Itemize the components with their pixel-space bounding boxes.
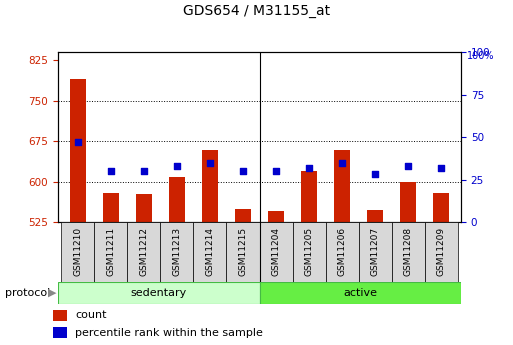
Text: GSM11207: GSM11207	[370, 227, 380, 276]
Bar	[226, 222, 260, 282]
Bar	[161, 222, 193, 282]
Bar	[260, 282, 461, 304]
Point	[239, 168, 247, 174]
Text: GSM11213: GSM11213	[172, 227, 182, 276]
Bar	[326, 222, 359, 282]
Text: protocol: protocol	[5, 288, 50, 298]
Bar	[53, 327, 67, 338]
Text: GSM11209: GSM11209	[437, 227, 446, 276]
Bar	[367, 209, 383, 222]
Bar	[61, 222, 94, 282]
Bar	[301, 171, 318, 222]
Bar	[103, 194, 119, 222]
Text: GSM11204: GSM11204	[271, 227, 281, 276]
Text: active: active	[343, 288, 377, 298]
Text: GSM11206: GSM11206	[338, 227, 347, 276]
Bar	[268, 211, 284, 222]
Text: GDS654 / M31155_at: GDS654 / M31155_at	[183, 4, 330, 18]
Bar	[260, 222, 292, 282]
Bar	[359, 222, 391, 282]
Point	[206, 160, 214, 165]
Bar	[334, 150, 350, 222]
Point	[305, 165, 313, 170]
Bar	[235, 208, 251, 222]
Point	[371, 172, 379, 177]
Bar	[53, 309, 67, 321]
Text: count: count	[75, 310, 107, 320]
Bar	[135, 194, 152, 222]
Bar	[58, 282, 260, 304]
Text: ▶: ▶	[48, 288, 56, 298]
Text: 100%: 100%	[466, 51, 494, 61]
Point	[404, 163, 412, 169]
Text: GSM11215: GSM11215	[239, 227, 247, 276]
Point	[338, 160, 346, 165]
Text: GSM11212: GSM11212	[140, 227, 148, 276]
Text: sedentary: sedentary	[131, 288, 187, 298]
Bar	[193, 222, 226, 282]
Point	[74, 139, 82, 145]
Text: GSM11205: GSM11205	[305, 227, 313, 276]
Bar	[127, 222, 161, 282]
Point	[437, 165, 445, 170]
Point	[107, 168, 115, 174]
Text: GSM11210: GSM11210	[73, 227, 82, 276]
Bar	[292, 222, 326, 282]
Bar	[70, 79, 86, 222]
Point	[272, 168, 280, 174]
Bar	[425, 222, 458, 282]
Text: GSM11211: GSM11211	[106, 227, 115, 276]
Bar	[400, 181, 417, 222]
Bar	[94, 222, 127, 282]
Text: GSM11214: GSM11214	[205, 227, 214, 276]
Bar	[391, 222, 425, 282]
Text: percentile rank within the sample: percentile rank within the sample	[75, 328, 263, 338]
Point	[173, 163, 181, 169]
Point	[140, 168, 148, 174]
Bar	[202, 150, 218, 222]
Bar	[169, 177, 185, 222]
Bar	[433, 194, 449, 222]
Text: GSM11208: GSM11208	[404, 227, 412, 276]
